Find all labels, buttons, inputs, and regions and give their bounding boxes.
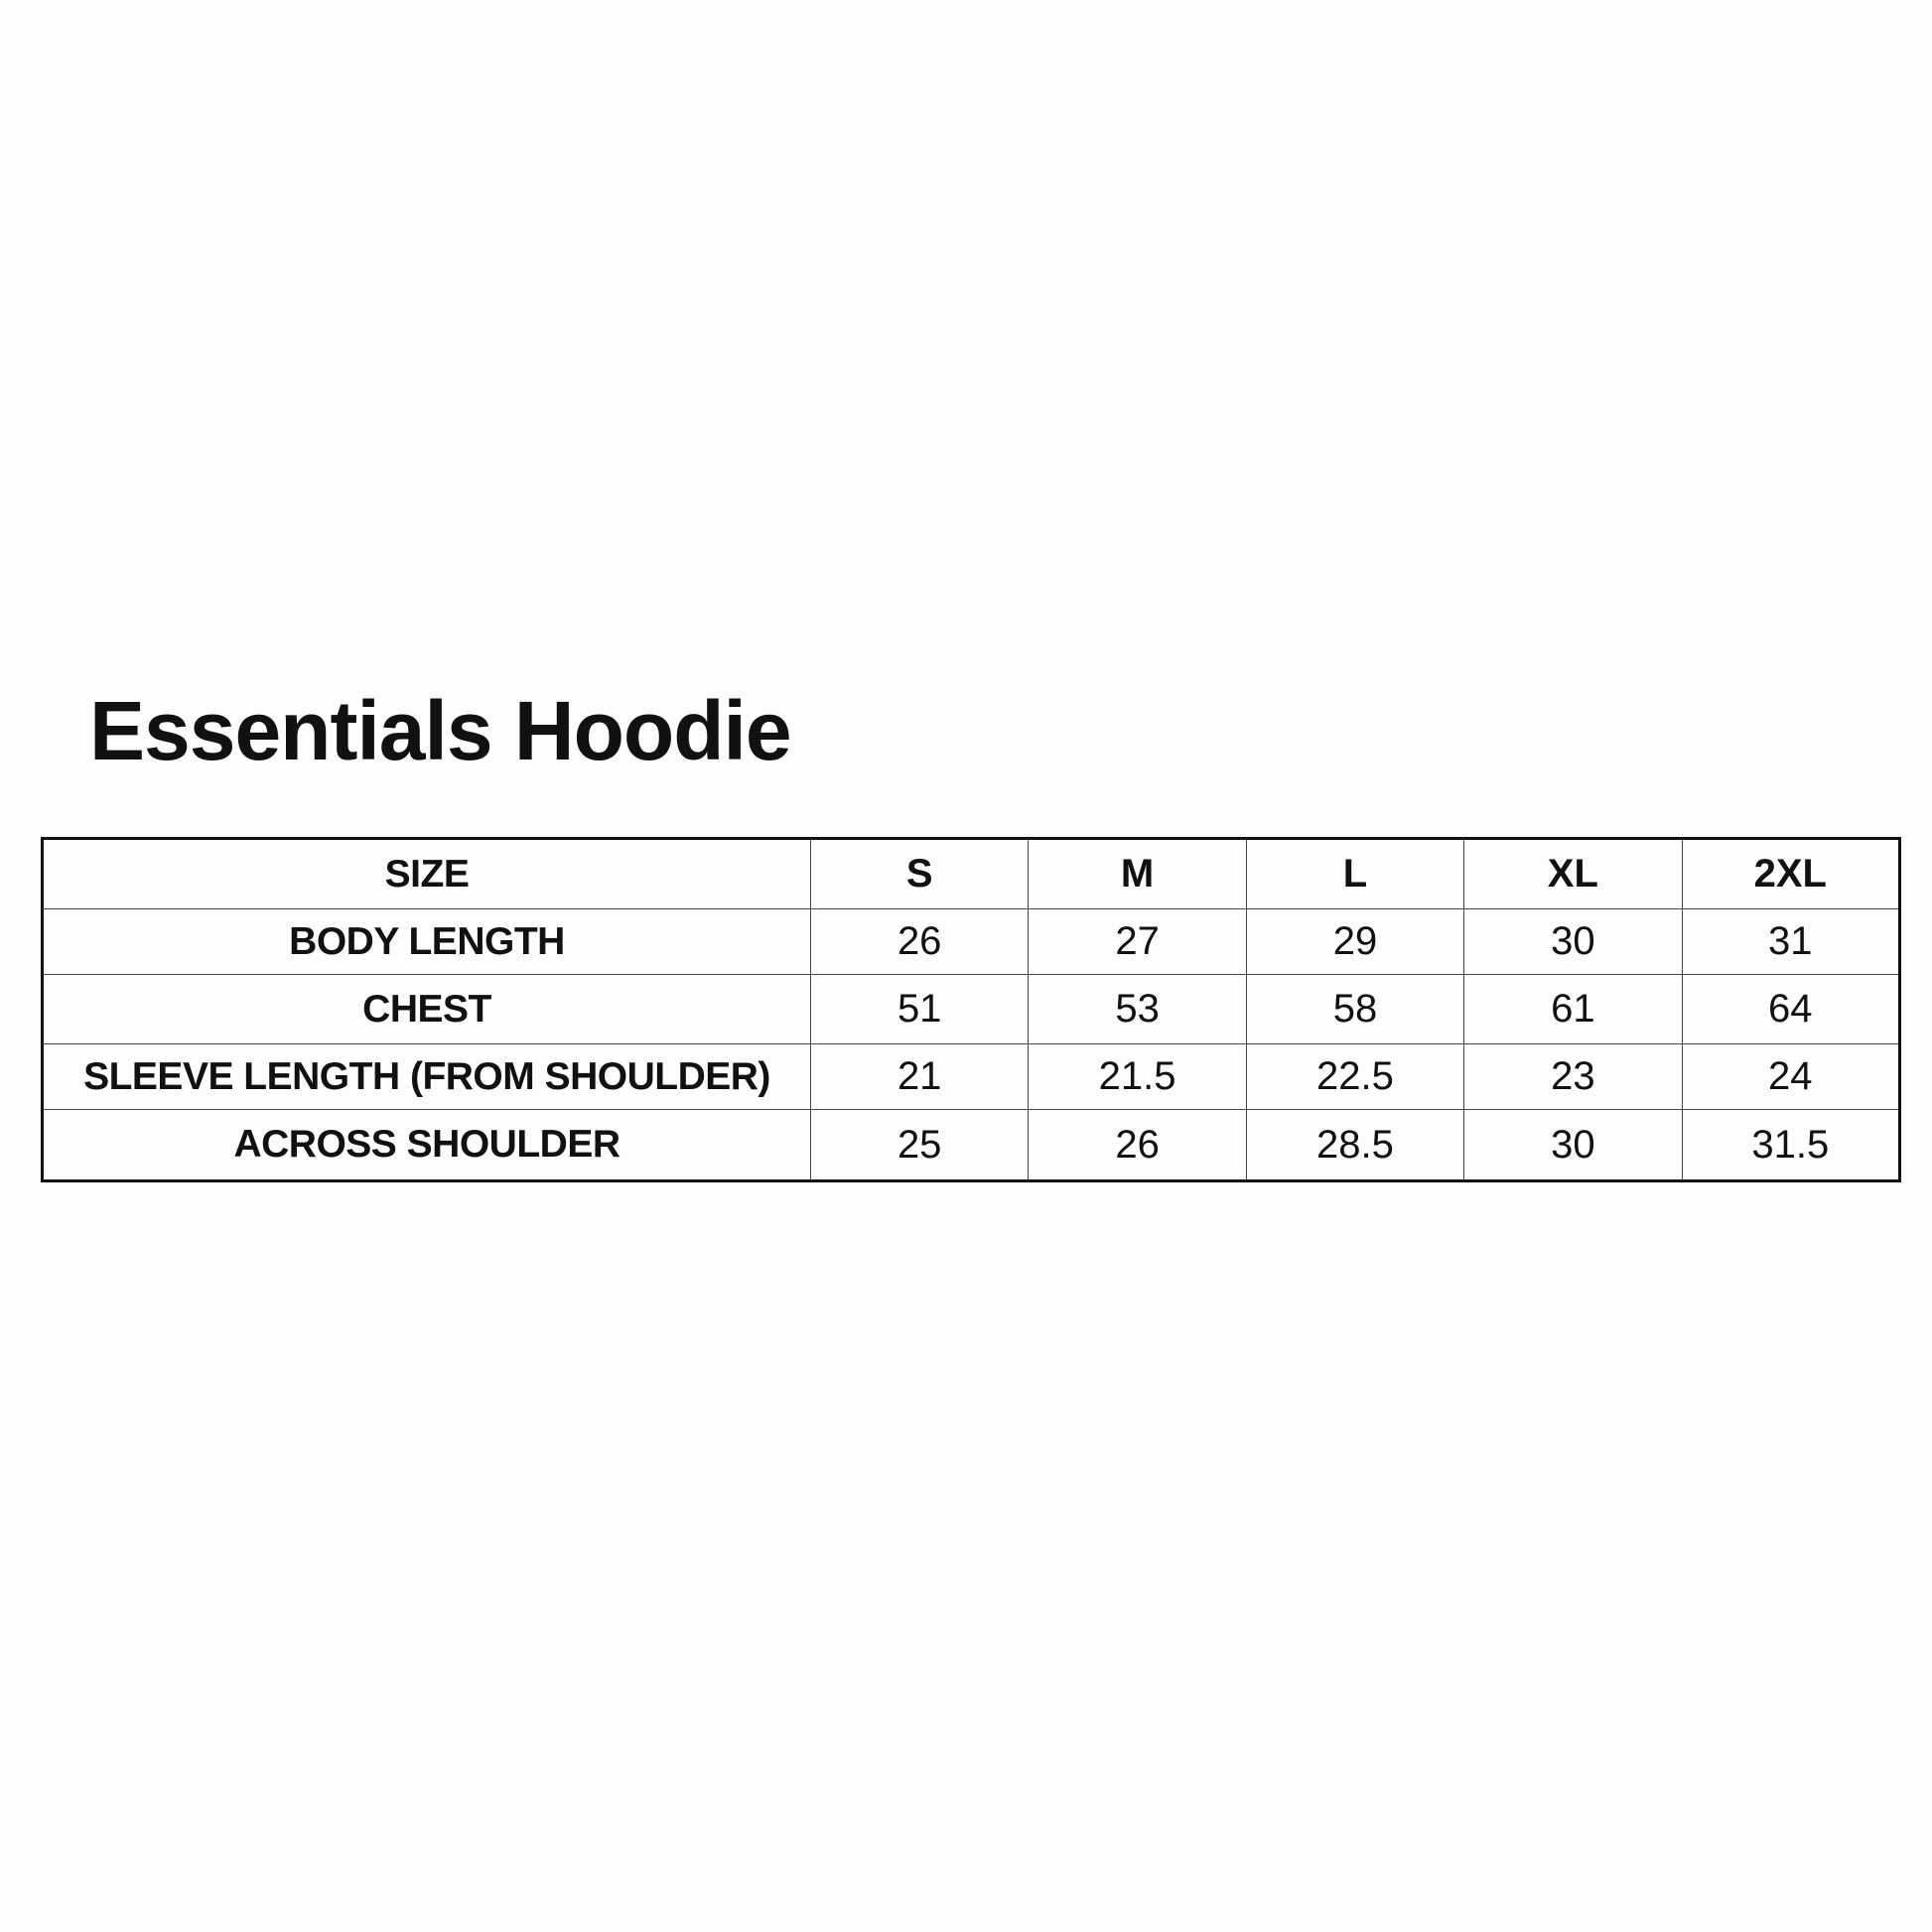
- table-row: BODY LENGTH 26 27 29 30 31: [42, 908, 1901, 975]
- table-cell: 23: [1463, 1043, 1683, 1110]
- row-label: BODY LENGTH: [42, 908, 811, 975]
- table-cell: 26: [1028, 1109, 1247, 1181]
- table-cell: 61: [1463, 974, 1683, 1044]
- header-cell: S: [809, 838, 1030, 909]
- table-cell: 31.5: [1681, 1109, 1901, 1181]
- header-cell: 2XL: [1681, 838, 1901, 909]
- table-row: CHEST 51 53 58 61 64: [42, 974, 1901, 1044]
- table-cell: 24: [1681, 1043, 1901, 1110]
- table-cell: 21: [809, 1043, 1030, 1110]
- table-cell: 25: [809, 1109, 1030, 1181]
- table-cell: 22.5: [1245, 1043, 1465, 1110]
- table-cell: 26: [809, 908, 1030, 975]
- table-cell: 21.5: [1028, 1043, 1247, 1110]
- table-cell: 28.5: [1245, 1109, 1465, 1181]
- table-cell: 53: [1028, 974, 1247, 1044]
- table-header-row: SIZE S M L XL 2XL: [42, 838, 1901, 909]
- table-row: SLEEVE LENGTH (FROM SHOULDER) 21 21.5 22…: [42, 1043, 1901, 1110]
- table-cell: 58: [1245, 974, 1465, 1044]
- table-cell: 29: [1245, 908, 1465, 975]
- table-cell: 30: [1463, 908, 1683, 975]
- header-cell: SIZE: [42, 838, 811, 909]
- row-label: CHEST: [42, 974, 811, 1044]
- row-label: ACROSS SHOULDER: [42, 1109, 811, 1181]
- header-cell: L: [1245, 838, 1465, 909]
- table-cell: 64: [1681, 974, 1901, 1044]
- table-cell: 27: [1028, 908, 1247, 975]
- table-cell: 31: [1681, 908, 1901, 975]
- table-cell: 30: [1463, 1109, 1683, 1181]
- size-chart-table: SIZE S M L XL 2XL BODY LENGTH 26 27 29 3…: [41, 837, 1901, 1182]
- header-cell: XL: [1463, 838, 1683, 909]
- page-title: Essentials Hoodie: [89, 684, 792, 777]
- table-row: ACROSS SHOULDER 25 26 28.5 30 31.5: [42, 1109, 1901, 1181]
- row-label: SLEEVE LENGTH (FROM SHOULDER): [42, 1043, 811, 1110]
- header-cell: M: [1028, 838, 1247, 909]
- table-cell: 51: [809, 974, 1030, 1044]
